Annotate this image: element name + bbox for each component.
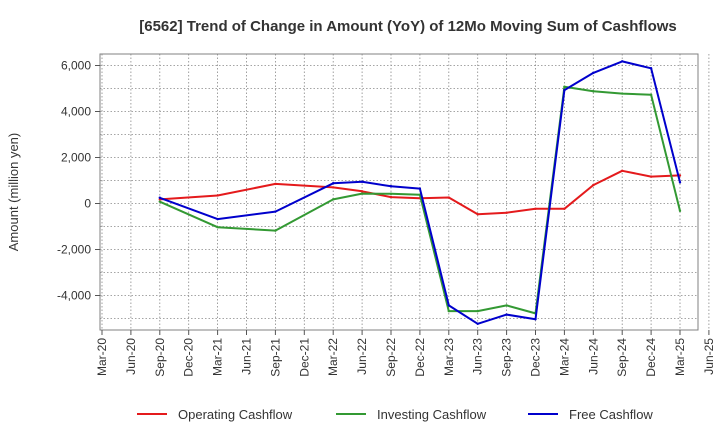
operating-cashflow-point: [332, 186, 335, 189]
investing-cashflow-point: [621, 92, 624, 95]
x-tick-label: Mar-25: [673, 338, 687, 376]
x-tick-label: Jun-24: [586, 338, 600, 375]
investing-cashflow-point: [678, 209, 682, 213]
x-tick-label: Sep-21: [268, 338, 282, 377]
legend-item-investing-cashflow: Investing Cashflow: [336, 407, 487, 422]
legend-item-free-cashflow: Free Cashflow: [528, 407, 653, 422]
investing-cashflow-point: [649, 93, 653, 96]
operating-cashflow-point: [534, 207, 537, 210]
investing-cashflow-point: [360, 192, 364, 195]
x-tick-label: Dec-20: [182, 338, 196, 377]
legend-item-operating-cashflow: Operating Cashflow: [137, 407, 293, 422]
free-cashflow-line: [159, 60, 681, 325]
legend: Operating Cashflow Investing Cashflow Free…: [137, 407, 653, 422]
investing-cashflow-point: [389, 192, 393, 196]
free-cashflow-point: [534, 317, 537, 321]
free-cashflow-point: [447, 304, 450, 307]
free-cashflow-point: [678, 181, 682, 184]
operating-cashflow-point: [447, 196, 450, 199]
grid-lines: [100, 54, 710, 330]
operating-cashflow-line: [159, 169, 681, 216]
x-tick-label: Mar-22: [326, 338, 340, 376]
free-cashflow-point: [389, 185, 393, 188]
series-layer: [158, 60, 682, 325]
y-tick-label: 4,000: [61, 105, 91, 119]
free-cashflow-point: [158, 196, 161, 199]
investing-cashflow-point: [476, 309, 479, 313]
series-operating-cashflow: [158, 169, 682, 216]
operating-cashflow-point: [592, 183, 595, 187]
investing-cashflow-point: [563, 85, 566, 88]
x-tick-label: Sep-22: [384, 338, 398, 377]
free-cashflow-point: [621, 60, 624, 63]
legend-label: Operating Cashflow: [178, 407, 293, 422]
x-tick-label: Dec-23: [529, 338, 543, 377]
y-tick-label: -2,000: [57, 243, 91, 257]
chart-title: [6562] Trend of Change in Amount (YoY) o…: [139, 18, 677, 35]
operating-cashflow-point: [360, 190, 364, 193]
investing-cashflow-point: [332, 198, 335, 201]
x-tick-label: Sep-23: [500, 338, 514, 377]
free-cashflow-point: [592, 71, 595, 75]
series-free-cashflow: [158, 60, 682, 325]
operating-cashflow-point: [621, 169, 624, 173]
legend-label: Investing Cashflow: [377, 407, 487, 422]
legend-label: Free Cashflow: [569, 407, 653, 422]
free-cashflow-point: [476, 322, 479, 325]
x-tick-label: Dec-24: [644, 338, 658, 377]
x-tick-label: Jun-22: [355, 338, 369, 375]
free-cashflow-point: [505, 313, 508, 316]
operating-cashflow-point: [274, 182, 277, 186]
free-cashflow-point: [332, 182, 335, 185]
series-investing-cashflow: [158, 85, 682, 315]
x-tick-label: Sep-20: [153, 338, 167, 377]
y-axis-label: Amount (million yen): [6, 133, 21, 252]
x-tick-label: Dec-22: [413, 338, 427, 377]
plot-area: [99, 53, 699, 331]
x-tick-label: Mar-21: [211, 338, 225, 376]
free-cashflow-point: [216, 217, 219, 221]
investing-cashflow-point: [274, 229, 277, 232]
investing-cashflow-point: [592, 90, 595, 93]
x-axis: Mar-20 Jun-20 Sep-20 Dec-20 Mar-21 Jun-21 Sep-…: [95, 330, 716, 377]
free-cashflow-point: [563, 88, 566, 92]
operating-cashflow-point: [476, 213, 479, 216]
investing-cashflow-line: [159, 85, 681, 315]
y-tick-label: 2,000: [61, 151, 91, 165]
x-tick-label: Sep-24: [615, 338, 629, 377]
operating-cashflow-point: [563, 207, 566, 210]
x-tick-label: Dec-21: [297, 338, 311, 377]
operating-cashflow-point: [389, 195, 393, 199]
free-cashflow-point: [418, 187, 422, 190]
investing-cashflow-point: [505, 304, 508, 307]
y-tick-label: -4,000: [57, 289, 91, 303]
investing-cashflow-point: [158, 200, 161, 203]
free-cashflow-point: [649, 67, 653, 70]
operating-cashflow-point: [216, 194, 219, 197]
y-tick-label: 0: [84, 197, 91, 211]
x-tick-label: Jun-25: [702, 338, 716, 375]
free-cashflow-point: [274, 210, 277, 213]
y-tick-label: 6,000: [61, 59, 91, 73]
y-axis: 6,000 4,000 2,000 0 -2,000 -4,000: [57, 59, 100, 303]
free-cashflow-point: [360, 180, 364, 183]
x-tick-label: Mar-24: [557, 338, 571, 376]
investing-cashflow-point: [447, 309, 450, 313]
x-tick-label: Jun-21: [240, 338, 254, 375]
operating-cashflow-point: [505, 211, 508, 214]
x-tick-label: Mar-23: [442, 338, 456, 376]
x-tick-label: Jun-20: [124, 338, 138, 375]
operating-cashflow-point: [649, 175, 653, 178]
investing-cashflow-point: [216, 225, 219, 229]
x-tick-label: Mar-20: [95, 338, 109, 376]
x-tick-label: Jun-23: [471, 338, 485, 375]
